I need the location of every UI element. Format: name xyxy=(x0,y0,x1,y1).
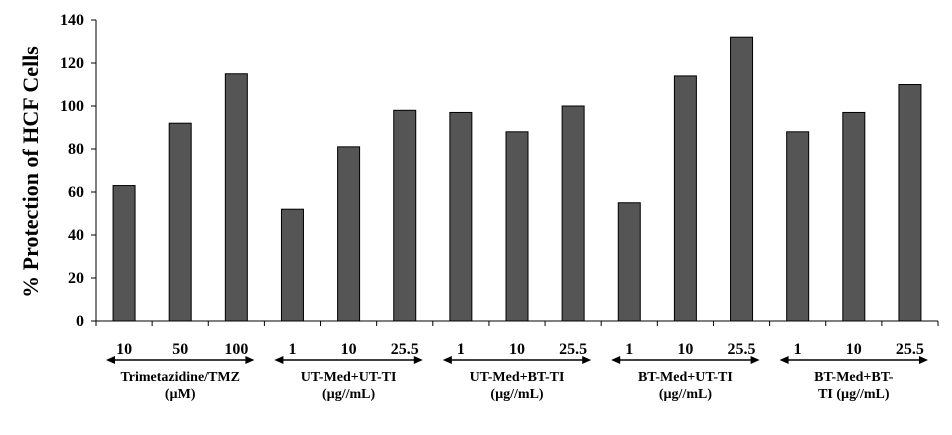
bar xyxy=(224,73,248,322)
x-category-label: 10 xyxy=(846,341,862,358)
group-arrow-head-right xyxy=(750,356,760,364)
y-tick-label: 20 xyxy=(68,270,84,287)
group-arrow-head-left xyxy=(274,356,284,364)
y-tick-label: 80 xyxy=(68,141,84,158)
x-category-label: 25.5 xyxy=(728,341,756,358)
bar xyxy=(730,36,754,322)
group-label: BT-Med+UT-TI xyxy=(638,370,733,385)
group-label: Trimetazidine/TMZ xyxy=(120,370,240,385)
y-tick-label: 140 xyxy=(60,12,84,29)
y-tick-label: 0 xyxy=(76,313,84,330)
x-category-label: 10 xyxy=(677,341,693,358)
x-category-label: 1 xyxy=(457,341,465,358)
bar xyxy=(673,75,697,322)
group-label-unit: (µM) xyxy=(165,387,196,402)
group-label-unit: (µg//mL) xyxy=(322,387,376,402)
group-arrow-head-right xyxy=(582,356,592,364)
bar xyxy=(617,202,641,322)
bar xyxy=(505,131,529,322)
y-tick-label: 60 xyxy=(68,184,84,201)
x-category-label: 1 xyxy=(288,341,296,358)
group-arrow-head-right xyxy=(919,356,928,364)
bar xyxy=(112,185,136,322)
group-arrow-head-left xyxy=(779,356,789,364)
group-label-unit: TI (µg//mL) xyxy=(818,387,890,402)
x-category-label: 10 xyxy=(509,341,525,358)
group-arrow-head-right xyxy=(245,356,255,364)
group-arrow-head-left xyxy=(106,356,115,364)
x-category-label: 100 xyxy=(224,341,248,358)
bar xyxy=(337,146,361,322)
x-category-label: 25.5 xyxy=(896,341,924,358)
group-label: UT-Med+BT-TI xyxy=(470,370,565,385)
group-arrow-head-right xyxy=(413,356,423,364)
group-label-unit: (µg//mL) xyxy=(490,387,544,402)
y-tick-label: 100 xyxy=(60,98,84,115)
bar xyxy=(168,122,192,322)
x-category-label: 25.5 xyxy=(559,341,587,358)
group-arrow-head-left xyxy=(611,356,621,364)
bar xyxy=(842,111,866,322)
bar xyxy=(449,111,473,322)
y-tick-label: 40 xyxy=(68,227,84,244)
group-label: UT-Med+UT-TI xyxy=(301,370,397,385)
bar xyxy=(561,105,585,322)
group-arrow-head-left xyxy=(442,356,452,364)
x-category-label: 10 xyxy=(116,341,132,358)
x-category-label: 1 xyxy=(625,341,633,358)
bar xyxy=(898,84,922,322)
y-axis-label: % Protection of HCF Cells xyxy=(18,46,43,298)
x-category-label: 25.5 xyxy=(391,341,419,358)
plot-area: 0 20 40 60 80 100 120 140 10 50 100 1 10 25.5 1 10 25.5 1… xyxy=(60,12,939,402)
y-tick-label: 120 xyxy=(60,55,84,72)
x-category-label: 1 xyxy=(794,341,802,358)
bar xyxy=(393,109,417,322)
bar xyxy=(786,131,810,322)
group-label: BT-Med+BT- xyxy=(814,370,894,385)
bar xyxy=(280,208,304,322)
x-category-label: 10 xyxy=(341,341,357,358)
group-label-unit: (µg//mL) xyxy=(659,387,713,402)
x-category-label: 50 xyxy=(172,341,188,358)
